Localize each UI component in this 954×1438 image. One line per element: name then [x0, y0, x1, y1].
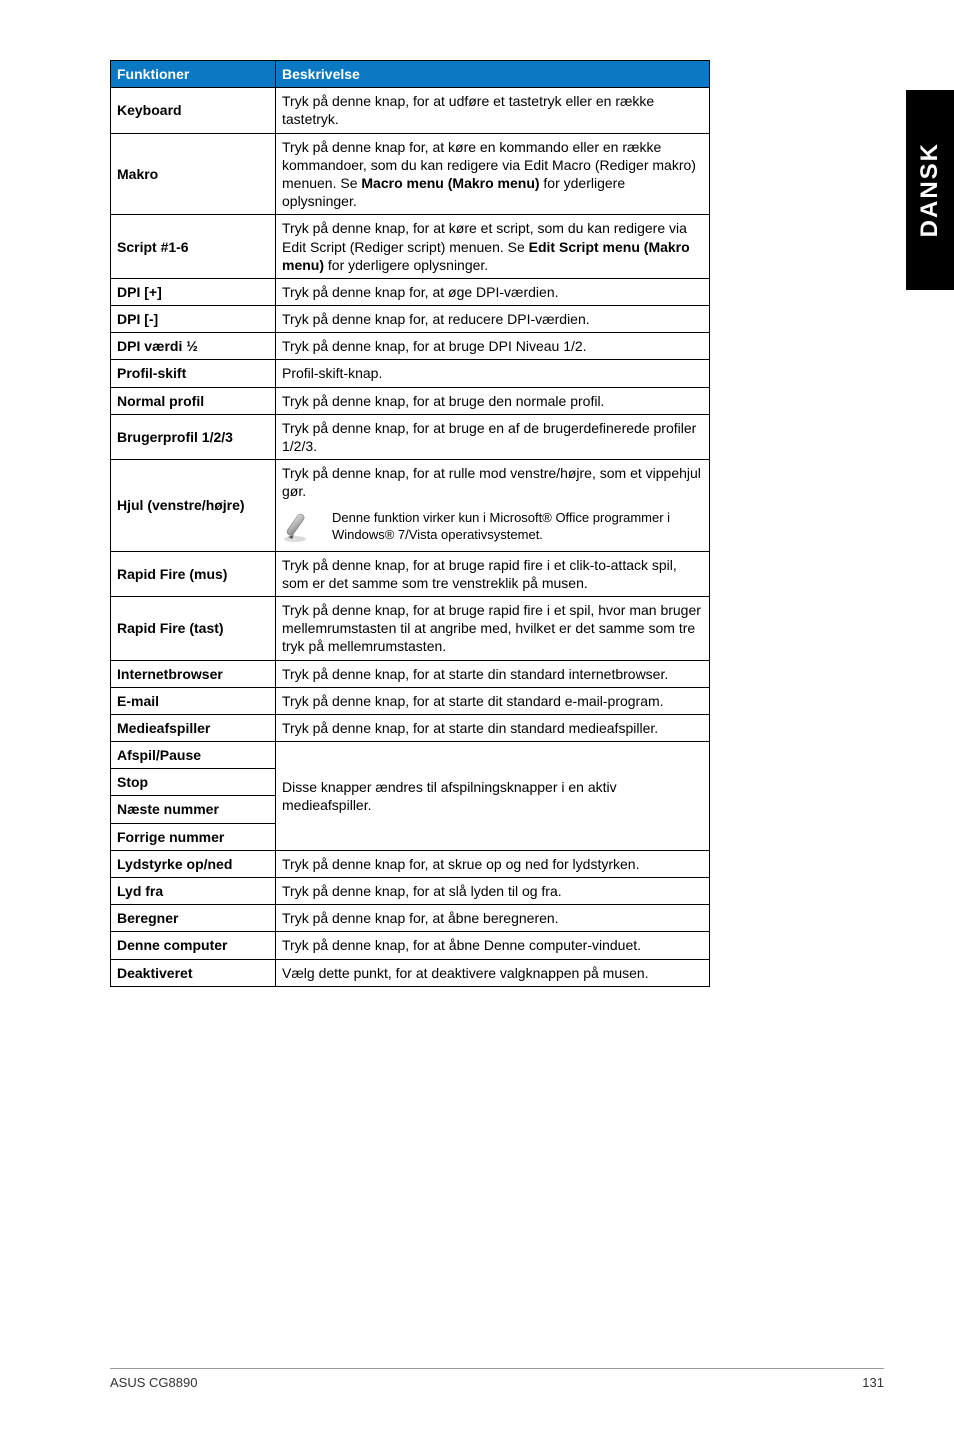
table-row: Deaktiveret Vælg dette punkt, for at dea… — [111, 959, 710, 986]
row-func: Script #1-6 — [111, 215, 276, 279]
row-desc: Tryk på denne knap, for at bruge DPI Niv… — [276, 333, 710, 360]
row-desc: Tryk på denne knap, for at udføre et tas… — [276, 88, 710, 133]
row-func: Afspil/Pause — [111, 742, 276, 769]
note-block: Denne funktion virker kun i Microsoft® O… — [282, 507, 703, 547]
table-row: DPI [-] Tryk på denne knap for, at reduc… — [111, 306, 710, 333]
table-row: DPI værdi ½ Tryk på denne knap, for at b… — [111, 333, 710, 360]
row-func: Lyd fra — [111, 878, 276, 905]
table-row: Lydstyrke op/ned Tryk på denne knap for,… — [111, 850, 710, 877]
row-desc-text: Tryk på denne knap, for at rulle mod ven… — [282, 464, 703, 500]
functions-table: Funktioner Beskrivelse Keyboard Tryk på … — [110, 60, 710, 987]
table-row: Script #1-6 Tryk på denne knap, for at k… — [111, 215, 710, 279]
footer-left: ASUS CG8890 — [110, 1375, 197, 1390]
row-func: Rapid Fire (tast) — [111, 596, 276, 660]
table-row: Beregner Tryk på denne knap for, at åbne… — [111, 905, 710, 932]
pen-icon — [282, 509, 318, 545]
row-desc-merged: Disse knapper ændres til afspilningsknap… — [276, 742, 710, 851]
footer-page-number: 131 — [862, 1375, 884, 1390]
row-func: DPI [+] — [111, 278, 276, 305]
table-row: Normal profil Tryk på denne knap, for at… — [111, 387, 710, 414]
row-func: DPI værdi ½ — [111, 333, 276, 360]
table-header-row: Funktioner Beskrivelse — [111, 61, 710, 88]
row-desc: Tryk på denne knap, for at starte din st… — [276, 660, 710, 687]
row-desc: Tryk på denne knap for, at åbne beregner… — [276, 905, 710, 932]
row-func: Rapid Fire (mus) — [111, 551, 276, 596]
row-func: Medieafspiller — [111, 714, 276, 741]
row-desc: Profil-skift-knap. — [276, 360, 710, 387]
table-row: Profil-skift Profil-skift-knap. — [111, 360, 710, 387]
row-desc: Tryk på denne knap, for at køre et scrip… — [276, 215, 710, 279]
row-desc: Tryk på denne knap for, at skrue op og n… — [276, 850, 710, 877]
table-row: Brugerprofil 1/2/3 Tryk på denne knap, f… — [111, 414, 710, 459]
table-row: Makro Tryk på denne knap for, at køre en… — [111, 133, 710, 215]
language-tab: DANSK — [906, 90, 954, 290]
row-func: Keyboard — [111, 88, 276, 133]
row-func: Forrige nummer — [111, 823, 276, 850]
table-row: Hjul (venstre/højre) Tryk på denne knap,… — [111, 460, 710, 551]
row-func: DPI [-] — [111, 306, 276, 333]
table-row: Internetbrowser Tryk på denne knap, for … — [111, 660, 710, 687]
table-row: Denne computer Tryk på denne knap, for a… — [111, 932, 710, 959]
row-func: Makro — [111, 133, 276, 215]
row-func: Deaktiveret — [111, 959, 276, 986]
row-desc: Tryk på denne knap, for at starte dit st… — [276, 687, 710, 714]
table-row: Medieafspiller Tryk på denne knap, for a… — [111, 714, 710, 741]
row-func: Denne computer — [111, 932, 276, 959]
row-desc: Tryk på denne knap, for at bruge den nor… — [276, 387, 710, 414]
row-desc: Tryk på denne knap, for at rulle mod ven… — [276, 460, 710, 551]
page-footer: ASUS CG8890 131 — [110, 1368, 884, 1390]
table-row: Keyboard Tryk på denne knap, for at udfø… — [111, 88, 710, 133]
row-desc: Tryk på denne knap for, at reducere DPI-… — [276, 306, 710, 333]
row-func: Stop — [111, 769, 276, 796]
row-desc: Tryk på denne knap, for at bruge rapid f… — [276, 596, 710, 660]
row-func: Hjul (venstre/højre) — [111, 460, 276, 551]
table-row: Rapid Fire (mus) Tryk på denne knap, for… — [111, 551, 710, 596]
row-desc: Tryk på denne knap for, at køre en komma… — [276, 133, 710, 215]
header-beskrivelse: Beskrivelse — [276, 61, 710, 88]
row-desc: Tryk på denne knap, for at slå lyden til… — [276, 878, 710, 905]
row-func: E-mail — [111, 687, 276, 714]
row-desc: Tryk på denne knap for, at øge DPI-værdi… — [276, 278, 710, 305]
row-func: Internetbrowser — [111, 660, 276, 687]
row-func: Beregner — [111, 905, 276, 932]
table-row: Afspil/Pause Disse knapper ændres til af… — [111, 742, 710, 769]
row-func: Brugerprofil 1/2/3 — [111, 414, 276, 459]
table-row: E-mail Tryk på denne knap, for at starte… — [111, 687, 710, 714]
note-text: Denne funktion virker kun i Microsoft® O… — [332, 510, 703, 544]
row-desc: Tryk på denne knap, for at bruge rapid f… — [276, 551, 710, 596]
row-desc: Tryk på denne knap, for at starte din st… — [276, 714, 710, 741]
table-row: Rapid Fire (tast) Tryk på denne knap, fo… — [111, 596, 710, 660]
row-func: Lydstyrke op/ned — [111, 850, 276, 877]
row-desc: Tryk på denne knap, for at åbne Denne co… — [276, 932, 710, 959]
row-desc: Vælg dette punkt, for at deaktivere valg… — [276, 959, 710, 986]
table-row: Lyd fra Tryk på denne knap, for at slå l… — [111, 878, 710, 905]
header-funktioner: Funktioner — [111, 61, 276, 88]
row-func: Næste nummer — [111, 796, 276, 823]
row-func: Normal profil — [111, 387, 276, 414]
row-desc: Tryk på denne knap, for at bruge en af d… — [276, 414, 710, 459]
row-func: Profil-skift — [111, 360, 276, 387]
table-row: DPI [+] Tryk på denne knap for, at øge D… — [111, 278, 710, 305]
language-tab-text: DANSK — [916, 142, 944, 237]
